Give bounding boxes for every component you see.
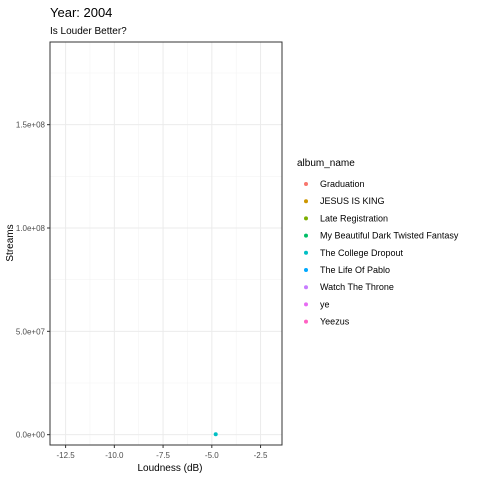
legend-key (304, 233, 308, 238)
y-tick-label: 1.5e+08 (16, 121, 46, 130)
legend-label: Watch The Throne (320, 282, 394, 292)
legend-key (304, 302, 308, 307)
legend-key (304, 199, 308, 204)
legend-title: album_name (297, 158, 355, 169)
data-point (213, 432, 218, 437)
legend-key (304, 182, 308, 186)
grid-major (50, 42, 282, 445)
legend-label: JESUS IS KING (320, 196, 385, 206)
legend-label: Yeezus (320, 317, 350, 327)
chart-subtitle: Is Louder Better? (50, 26, 127, 37)
plot-panel (50, 42, 282, 445)
plot-area (49, 41, 283, 446)
legend-key (304, 285, 308, 290)
x-tick-label: -5.0 (205, 451, 219, 460)
y-tick-label: 1.0e+08 (16, 224, 46, 233)
x-tick-label: -2.5 (254, 451, 268, 460)
legend-label: Late Registration (320, 213, 388, 223)
x-tick-label: -7.5 (156, 451, 170, 460)
y-axis-ticks: 0.0e+00 5.0e+07 1.0e+08 1.5e+08 (16, 121, 50, 440)
grid-minor (50, 42, 282, 445)
legend-key (304, 250, 308, 255)
y-tick-label: 0.0e+00 (16, 431, 46, 440)
x-axis-title: Loudness (dB) (137, 463, 202, 474)
x-tick-label: -12.5 (56, 451, 75, 460)
x-tick-label: -10.0 (105, 451, 124, 460)
plot-border (49, 41, 283, 446)
legend-key (304, 319, 308, 324)
legend-key (304, 268, 308, 272)
legend-label: ye (320, 299, 330, 309)
legend-label: The Life Of Pablo (320, 265, 390, 275)
legend-label: Graduation (320, 179, 365, 189)
y-axis-title: Streams (5, 224, 16, 261)
legend-label: The College Dropout (320, 248, 404, 258)
legend: album_name Graduation JESUS IS KING Late R… (297, 158, 459, 327)
legend-key (304, 216, 308, 221)
chart-title: Year: 2004 (50, 5, 112, 20)
data-points (213, 432, 218, 437)
legend-label: My Beautiful Dark Twisted Fantasy (320, 231, 459, 241)
x-axis-ticks: -12.5 -10.0 -7.5 -5.0 -2.5 (56, 445, 268, 460)
y-tick-label: 5.0e+07 (16, 327, 46, 336)
